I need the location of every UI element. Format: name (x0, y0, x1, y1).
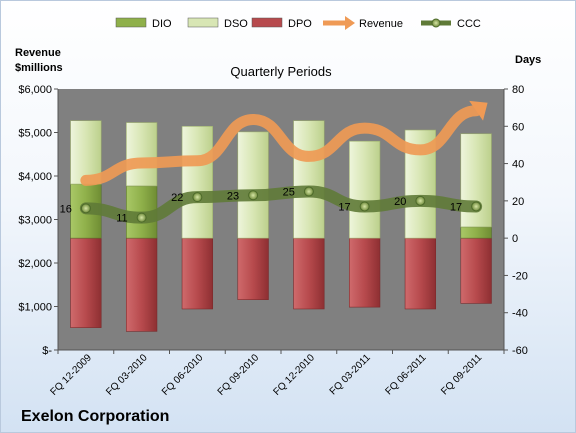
bar-dpo (460, 237, 492, 304)
x-tick-label: FQ 09-2010 (216, 352, 262, 398)
x-tick-label: FQ 06-2010 (160, 352, 206, 398)
ccc-data-label: 17 (450, 201, 462, 213)
right-tick-label: 80 (512, 84, 524, 96)
bar-group-7 (460, 133, 492, 304)
legend-marker (431, 18, 441, 28)
legend-swatch-dio (115, 17, 147, 28)
ccc-marker (80, 203, 91, 214)
left-axis-title-line1: Revenue (15, 47, 61, 59)
left-tick-label: $3,000 (18, 215, 52, 227)
ccc-data-label: 22 (171, 192, 183, 204)
ccc-data-label: 20 (394, 196, 406, 208)
right-tick-label: 0 (512, 233, 518, 245)
x-tick-label: FQ 06-2011 (384, 352, 429, 397)
bar-dso (237, 131, 269, 239)
bar-dpo (125, 237, 158, 332)
x-tick-label: FQ 03-2011 (328, 352, 373, 397)
left-axis-title-line2: $millions (15, 62, 63, 74)
bar-group-5 (348, 140, 381, 308)
bar-dso (460, 133, 492, 228)
bar-dpo (348, 237, 381, 308)
legend-label-dso: DSO (224, 18, 248, 30)
legend-label-revenue: Revenue (359, 18, 403, 30)
legend-item-dso: DSO (187, 17, 248, 30)
bar-dpo (70, 237, 102, 328)
legend-item-revenue: Revenue (323, 16, 403, 30)
bar-dpo (237, 237, 269, 300)
bar-group-6 (404, 129, 437, 310)
ccc-marker (136, 212, 147, 223)
bar-group-0 (70, 120, 102, 328)
bar-dio (460, 226, 492, 239)
ccc-data-label: 17 (338, 201, 350, 213)
ccc-data-label: 23 (227, 190, 239, 202)
left-tick-label: $6,000 (18, 84, 52, 96)
legend-swatch-dso (187, 17, 219, 28)
revenue-arrowhead (469, 100, 488, 121)
ccc-data-label: 11 (116, 213, 127, 225)
legend-item-dpo: DPO (251, 17, 312, 30)
plot-area: 16 11 22 23 25 17 20 17 (58, 89, 504, 350)
legend-arrowhead (345, 16, 355, 30)
ccc-data-label: 16 (60, 203, 72, 215)
revenue-line (80, 105, 482, 186)
right-tick-label: 60 (512, 121, 524, 133)
bar-dso (293, 120, 325, 239)
bar-dso (348, 140, 381, 239)
ccc-data-label: 25 (283, 187, 295, 199)
bar-dpo (293, 237, 325, 310)
left-tick-label: $- (42, 345, 52, 357)
bar-dpo (181, 237, 214, 310)
left-tick-label: $1,000 (18, 302, 52, 314)
right-tick-label: 20 (512, 196, 524, 208)
x-tick-label: FQ 03-2010 (104, 352, 150, 398)
left-axis-title: Revenue $millions (15, 47, 63, 74)
legend: DIO DSO DPO Revenue CCC (115, 16, 481, 30)
x-tick-label: FQ 09-2011 (439, 352, 484, 397)
legend-label-dio: DIO (152, 18, 172, 30)
x-tick-label: FQ 12-2010 (271, 352, 317, 398)
right-tick-label: -60 (512, 345, 528, 357)
legend-swatch-dpo (251, 17, 283, 28)
ccc-marker (303, 186, 314, 197)
left-tick-label: $2,000 (18, 258, 52, 270)
ccc-marker (248, 190, 259, 201)
legend-item-dio: DIO (115, 17, 172, 30)
bar-group-1 (125, 122, 158, 332)
legend-label-ccc: CCC (457, 18, 481, 30)
right-tick-label: -20 (512, 270, 528, 282)
right-tick-label: 40 (512, 159, 524, 171)
bar-dso (125, 122, 158, 187)
bar-group-3 (237, 131, 269, 300)
chart-title: Quarterly Periods (230, 64, 332, 79)
bar-dso (181, 125, 214, 239)
bar-group-2 (181, 125, 214, 310)
ccc-marker (359, 201, 370, 212)
company-name: Exelon Corporation (21, 408, 170, 425)
legend-item-ccc: CCC (421, 18, 481, 30)
right-axis-title: Days (515, 54, 541, 66)
left-tick-label: $5,000 (18, 128, 52, 140)
x-tick-label: FQ 12-2009 (48, 352, 94, 398)
right-tick-label: -40 (512, 308, 528, 320)
ccc-marker (471, 201, 482, 212)
bar-group-4 (293, 120, 325, 310)
ccc-marker (192, 192, 203, 203)
ccc-marker (415, 195, 426, 206)
legend-label-dpo: DPO (288, 18, 312, 30)
bar-dpo (404, 237, 437, 310)
left-tick-label: $4,000 (18, 171, 52, 183)
